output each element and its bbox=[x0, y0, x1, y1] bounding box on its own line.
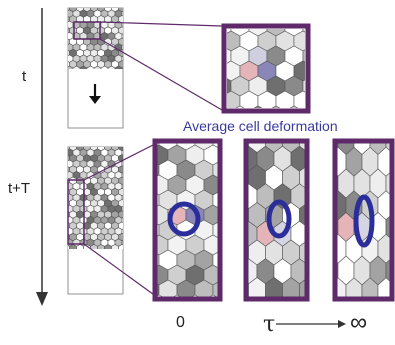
cell-hexagon bbox=[289, 105, 299, 108]
cell-hexagon bbox=[299, 279, 305, 297]
cell-hexagon bbox=[121, 183, 123, 190]
cell-hexagon bbox=[212, 191, 218, 209]
cell-hexagon bbox=[308, 259, 325, 284]
cell-hexagon bbox=[121, 217, 123, 223]
cell-hexagon bbox=[121, 161, 123, 167]
cell-hexagon bbox=[121, 206, 123, 212]
cell-hexagon bbox=[121, 228, 123, 235]
caption-average-cell-deformation: Average cell deformation bbox=[183, 118, 338, 134]
tau-label-infinity: ∞ bbox=[350, 309, 368, 336]
cell-hexagon bbox=[293, 90, 305, 108]
cell-hexagon bbox=[121, 44, 123, 51]
down-arrow-icon bbox=[89, 84, 101, 104]
cell-hexagon bbox=[271, 105, 281, 108]
cell-hexagon bbox=[308, 184, 325, 209]
time-axis-arrowhead bbox=[36, 292, 48, 306]
cell-hexagon bbox=[312, 61, 330, 81]
cell-hexagon bbox=[385, 143, 390, 152]
deformation-ellipse-1 bbox=[167, 201, 201, 237]
deformation-ellipse-3 bbox=[353, 194, 375, 248]
zoom-inset bbox=[221, 23, 330, 114]
cell-hexagon bbox=[212, 281, 218, 297]
cell-hexagon bbox=[385, 215, 390, 239]
cell-hexagon bbox=[121, 194, 123, 201]
cell-hexagon bbox=[212, 161, 218, 179]
tau-label-zero: 0 bbox=[176, 314, 185, 331]
cell-hexagon bbox=[222, 145, 240, 165]
panel-connector-lower bbox=[83, 243, 158, 298]
cell-hexagon bbox=[121, 55, 123, 62]
tissue-strip-bottom bbox=[67, 146, 124, 295]
cell-hexagon bbox=[121, 67, 123, 69]
time-label-end: t+T bbox=[8, 180, 31, 197]
cell-hexagon bbox=[312, 31, 330, 51]
relaxation-panel-1 bbox=[152, 138, 240, 302]
deformation-ellipse-2 bbox=[266, 199, 292, 239]
cell-hexagon bbox=[308, 221, 325, 246]
zoom-connector-upper bbox=[99, 21, 223, 27]
relaxation-panel-3 bbox=[332, 138, 395, 302]
cell-hexagon bbox=[222, 235, 240, 255]
cell-hexagon bbox=[222, 265, 240, 285]
cell-hexagon bbox=[235, 105, 245, 108]
cell-hexagon bbox=[212, 221, 218, 239]
cell-hexagon bbox=[302, 79, 305, 93]
cell-hexagon bbox=[385, 172, 390, 195]
zoom-connector-lower bbox=[99, 38, 223, 111]
cell-hexagon bbox=[121, 172, 123, 178]
cell-hexagon bbox=[222, 175, 240, 195]
relaxation-panel-2 bbox=[243, 138, 325, 302]
panel-connector-upper bbox=[83, 142, 158, 181]
cell-hexagon bbox=[308, 146, 325, 171]
cell-hexagon bbox=[302, 29, 305, 33]
cell-hexagon bbox=[212, 251, 218, 269]
cell-hexagon bbox=[299, 143, 305, 151]
selection-box-bottom bbox=[67, 179, 85, 245]
cell-hexagon bbox=[121, 239, 123, 246]
tissue-strip-top bbox=[67, 7, 124, 129]
cell-hexagon bbox=[385, 259, 390, 282]
cell-hexagon bbox=[312, 91, 330, 111]
cell-hexagon bbox=[227, 29, 232, 34]
tau-axis-arrowhead bbox=[338, 320, 346, 328]
cell-hexagon bbox=[253, 105, 263, 108]
time-label-start: t bbox=[22, 68, 27, 85]
cell-hexagon bbox=[212, 143, 218, 149]
cell-hexagon bbox=[377, 277, 390, 297]
cell-hexagon bbox=[121, 10, 123, 17]
cell-hexagon bbox=[222, 205, 240, 225]
cell-hexagon bbox=[118, 244, 123, 249]
cell-hexagon bbox=[299, 204, 305, 226]
tau-symbol: τ bbox=[263, 312, 276, 337]
cell-hexagon bbox=[121, 33, 123, 39]
selection-box-top bbox=[73, 21, 101, 40]
cell-hexagon bbox=[299, 241, 305, 264]
cell-hexagon bbox=[302, 49, 305, 63]
cell-hexagon bbox=[299, 166, 305, 189]
cell-hexagon bbox=[121, 149, 123, 156]
